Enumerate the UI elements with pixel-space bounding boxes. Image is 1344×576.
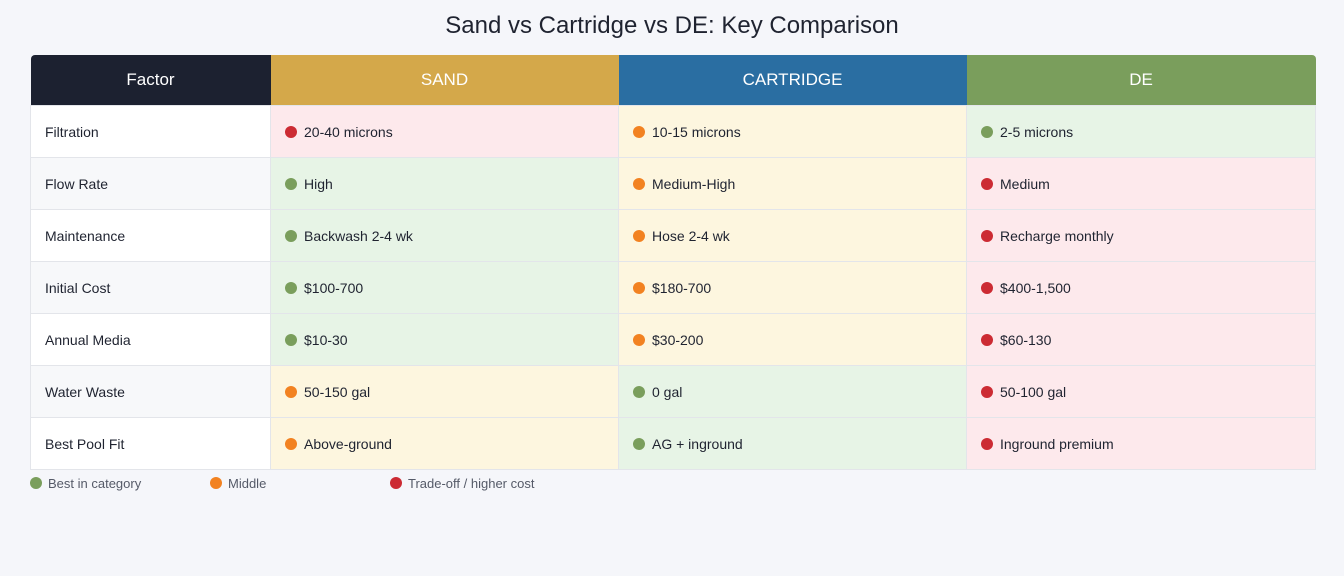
table-row: Flow Rate High Medium-High Medium [30, 157, 1316, 210]
rating-mid-dot-icon [633, 333, 645, 346]
legend-label: Middle [228, 476, 267, 491]
rating-mid-dot-icon [633, 177, 645, 190]
cell-value: 2-5 microns [1000, 123, 1074, 140]
cell-cartridge: AG + inground [618, 417, 967, 470]
factor-label: Filtration [30, 105, 271, 158]
column-header-factor: Factor [30, 55, 271, 106]
rating-bad-dot-icon [981, 229, 993, 242]
cell-value: $30-200 [652, 331, 704, 348]
cell-value: 0 gal [652, 383, 683, 400]
rating-mid-dot-icon [633, 281, 645, 294]
cell-cartridge: 10-15 microns [618, 105, 967, 158]
cell-de: 2-5 microns [966, 105, 1316, 158]
rating-mid-dot-icon [285, 437, 297, 450]
rating-bad-dot-icon [981, 333, 993, 346]
column-header-sand: SAND [270, 55, 619, 106]
cell-value: $10-30 [304, 331, 348, 348]
column-header-de: DE [966, 55, 1316, 106]
cell-value: 10-15 microns [652, 123, 741, 140]
rating-good-dot-icon [285, 229, 297, 242]
rating-good-dot-icon [633, 385, 645, 398]
rating-mid-dot-icon [633, 229, 645, 242]
cell-value: $100-700 [304, 279, 364, 296]
table-row: Initial Cost $100-700 $180-700 $400-1,500 [30, 261, 1316, 314]
cell-value: High [304, 175, 333, 192]
legend-mid-dot-icon [210, 477, 222, 489]
rating-bad-dot-icon [981, 281, 993, 294]
cell-sand: 20-40 microns [270, 105, 619, 158]
cell-de: $60-130 [966, 313, 1316, 366]
factor-label: Water Waste [30, 365, 271, 418]
rating-bad-dot-icon [981, 177, 993, 190]
table-row: Filtration 20-40 microns 10-15 microns 2-5 … [30, 105, 1316, 158]
table-row: Water Waste 50-150 gal 0 gal 50-100 gal [30, 365, 1316, 418]
table-row: Annual Media $10-30 $30-200 $60-130 [30, 313, 1316, 366]
legend-bad-dot-icon [390, 477, 402, 489]
header-row: Factor SAND CARTRIDGE DE [30, 55, 1316, 106]
cell-value: Recharge monthly [1000, 227, 1114, 244]
cell-value: Medium [1000, 175, 1050, 192]
cell-de: Recharge monthly [966, 209, 1316, 262]
cell-value: Hose 2-4 wk [652, 227, 730, 244]
cell-value: Above-ground [304, 435, 392, 452]
rating-mid-dot-icon [633, 125, 645, 138]
cell-value: Inground premium [1000, 435, 1114, 452]
rating-good-dot-icon [285, 281, 297, 294]
cell-de: $400-1,500 [966, 261, 1316, 314]
rating-bad-dot-icon [981, 385, 993, 398]
factor-label: Annual Media [30, 313, 271, 366]
cell-value: 20-40 microns [304, 123, 393, 140]
cell-sand: Above-ground [270, 417, 619, 470]
comparison-table: Factor SAND CARTRIDGE DE Filtration 20-40… [30, 55, 1316, 470]
table-body: Filtration 20-40 microns 10-15 microns 2-5 … [30, 105, 1316, 470]
cell-value: $60-130 [1000, 331, 1052, 348]
cell-de: Medium [966, 157, 1316, 210]
rating-bad-dot-icon [981, 437, 993, 450]
factor-label: Initial Cost [30, 261, 271, 314]
factor-label: Best Pool Fit [30, 417, 271, 470]
column-header-cartridge: CARTRIDGE [618, 55, 967, 106]
factor-label: Maintenance [30, 209, 271, 262]
cell-cartridge: $30-200 [618, 313, 967, 366]
cell-de: 50-100 gal [966, 365, 1316, 418]
cell-sand: High [270, 157, 619, 210]
rating-good-dot-icon [285, 177, 297, 190]
legend-item-bad: Trade-off / higher cost [390, 476, 534, 491]
rating-mid-dot-icon [285, 385, 297, 398]
rating-bad-dot-icon [285, 125, 297, 138]
cell-cartridge: Medium-High [618, 157, 967, 210]
cell-sand: Backwash 2-4 wk [270, 209, 619, 262]
legend-label: Trade-off / higher cost [408, 476, 535, 491]
cell-sand: $100-700 [270, 261, 619, 314]
cell-de: Inground premium [966, 417, 1316, 470]
legend-label: Best in category [48, 476, 142, 491]
rating-good-dot-icon [285, 333, 297, 346]
legend-good-dot-icon [30, 477, 42, 489]
cell-cartridge: $180-700 [618, 261, 967, 314]
table-row: Best Pool Fit Above-ground AG + inground In… [30, 417, 1316, 470]
cell-value: 50-150 gal [304, 383, 371, 400]
cell-sand: 50-150 gal [270, 365, 619, 418]
cell-value: Backwash 2-4 wk [304, 227, 413, 244]
table-row: Maintenance Backwash 2-4 wk Hose 2-4 wk Rec… [30, 209, 1316, 262]
rating-good-dot-icon [981, 125, 993, 138]
cell-value: AG + inground [652, 435, 743, 452]
cell-cartridge: Hose 2-4 wk [618, 209, 967, 262]
cell-value: $400-1,500 [1000, 279, 1071, 296]
cell-value: 50-100 gal [1000, 383, 1067, 400]
rating-good-dot-icon [633, 437, 645, 450]
cell-cartridge: 0 gal [618, 365, 967, 418]
chart-title: Sand vs Cartridge vs DE: Key Comparison [445, 12, 899, 39]
cell-value: $180-700 [652, 279, 712, 296]
factor-label: Flow Rate [30, 157, 271, 210]
cell-value: Medium-High [652, 175, 736, 192]
legend-item-good: Best in category [30, 476, 141, 491]
cell-sand: $10-30 [270, 313, 619, 366]
legend-item-mid: Middle [210, 476, 266, 491]
